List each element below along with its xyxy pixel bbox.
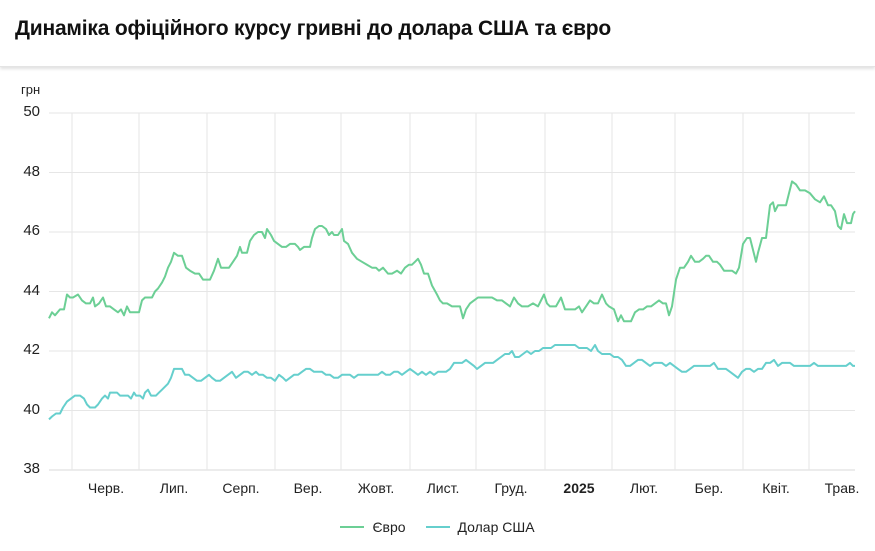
usd-series-line[interactable] — [48, 344, 855, 421]
x-tick-label: 2025 — [563, 480, 595, 496]
y-tick-label: 46 — [23, 222, 40, 239]
x-tick-label: Серп. — [222, 480, 260, 496]
x-tick-label: Трав. — [824, 480, 860, 496]
y-tick-label: 40 — [23, 400, 40, 418]
y-tick-label: 38 — [23, 460, 40, 477]
page-title: Динаміка офіційного курсу гривні до дола… — [15, 17, 612, 40]
legend-label: Євро — [372, 519, 406, 535]
x-tick-label: Груд. — [494, 480, 528, 496]
legend-item-usd[interactable]: Долар США — [425, 519, 535, 535]
x-tick-label: Бер. — [694, 480, 724, 496]
y-tick-label: 44 — [23, 281, 40, 299]
legend-line-icon — [340, 526, 365, 528]
y-tick-label: 42 — [23, 341, 40, 358]
x-tick-label: Жовт. — [357, 480, 395, 496]
chart-header: Динаміка офіційного курсу гривні до дола… — [0, 0, 875, 67]
x-tick-label: Лют. — [629, 480, 659, 496]
legend-line-icon — [425, 526, 450, 528]
y-tick-label: 50 — [23, 103, 40, 120]
x-tick-label: Вер. — [293, 480, 323, 496]
legend: Євро Долар США — [0, 519, 875, 535]
x-tick-label: Черв. — [87, 480, 125, 496]
euro-series-line[interactable] — [48, 180, 856, 323]
y-tick-label: 48 — [23, 162, 40, 180]
x-tick-label: Квіт. — [762, 480, 790, 496]
legend-item-euro[interactable]: Євро — [340, 519, 406, 535]
y-axis-unit-label: грн — [21, 82, 41, 97]
legend-label: Долар США — [457, 519, 535, 535]
x-tick-label: Лип. — [159, 480, 189, 496]
x-tick-label: Лист. — [426, 480, 460, 496]
